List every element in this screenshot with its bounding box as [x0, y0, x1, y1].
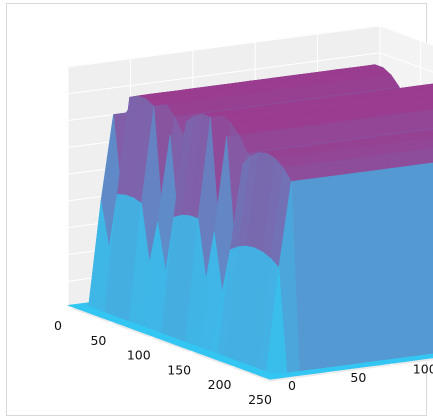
- grid-line: [67, 25, 381, 68]
- surface-facet: [261, 374, 283, 380]
- grid-line: [379, 52, 433, 73]
- x-tick-label: 250: [248, 392, 272, 407]
- grid-line: [67, 52, 381, 95]
- y-tick-label: 0: [288, 378, 296, 393]
- x-tick-label: 0: [54, 318, 62, 333]
- grid-line: [379, 25, 433, 46]
- x-tick-label: 150: [167, 362, 191, 377]
- surface-mesh: [67, 64, 433, 380]
- grid-line: [67, 307, 271, 383]
- y-tick-label: 100: [413, 362, 433, 377]
- x-tick-label: 200: [208, 377, 232, 392]
- grid-line: [269, 360, 433, 383]
- x-tick-label: 100: [127, 348, 151, 363]
- y-tick-label: 50: [350, 370, 366, 385]
- tick-labels: 0501001502002500501001502002500510152025…: [54, 318, 433, 407]
- x-tick-label: 50: [90, 333, 106, 348]
